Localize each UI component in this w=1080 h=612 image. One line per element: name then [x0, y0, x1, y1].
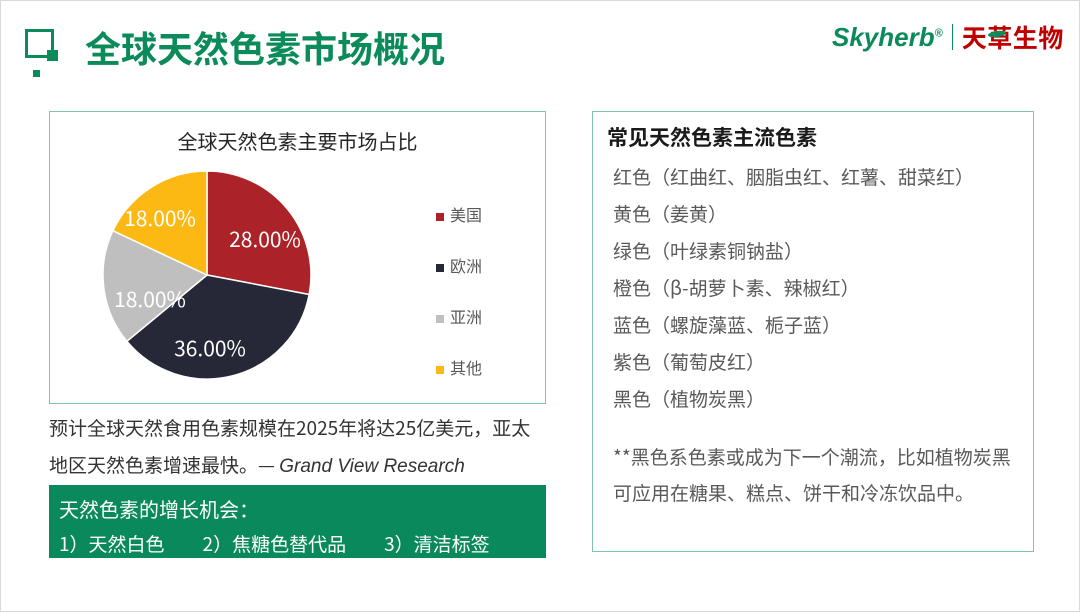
- svg-text:28.00%: 28.00%: [229, 224, 301, 254]
- svg-text:36.00%: 36.00%: [174, 333, 246, 363]
- svg-text:18.00%: 18.00%: [124, 203, 196, 233]
- svg-text:18.00%: 18.00%: [114, 284, 186, 314]
